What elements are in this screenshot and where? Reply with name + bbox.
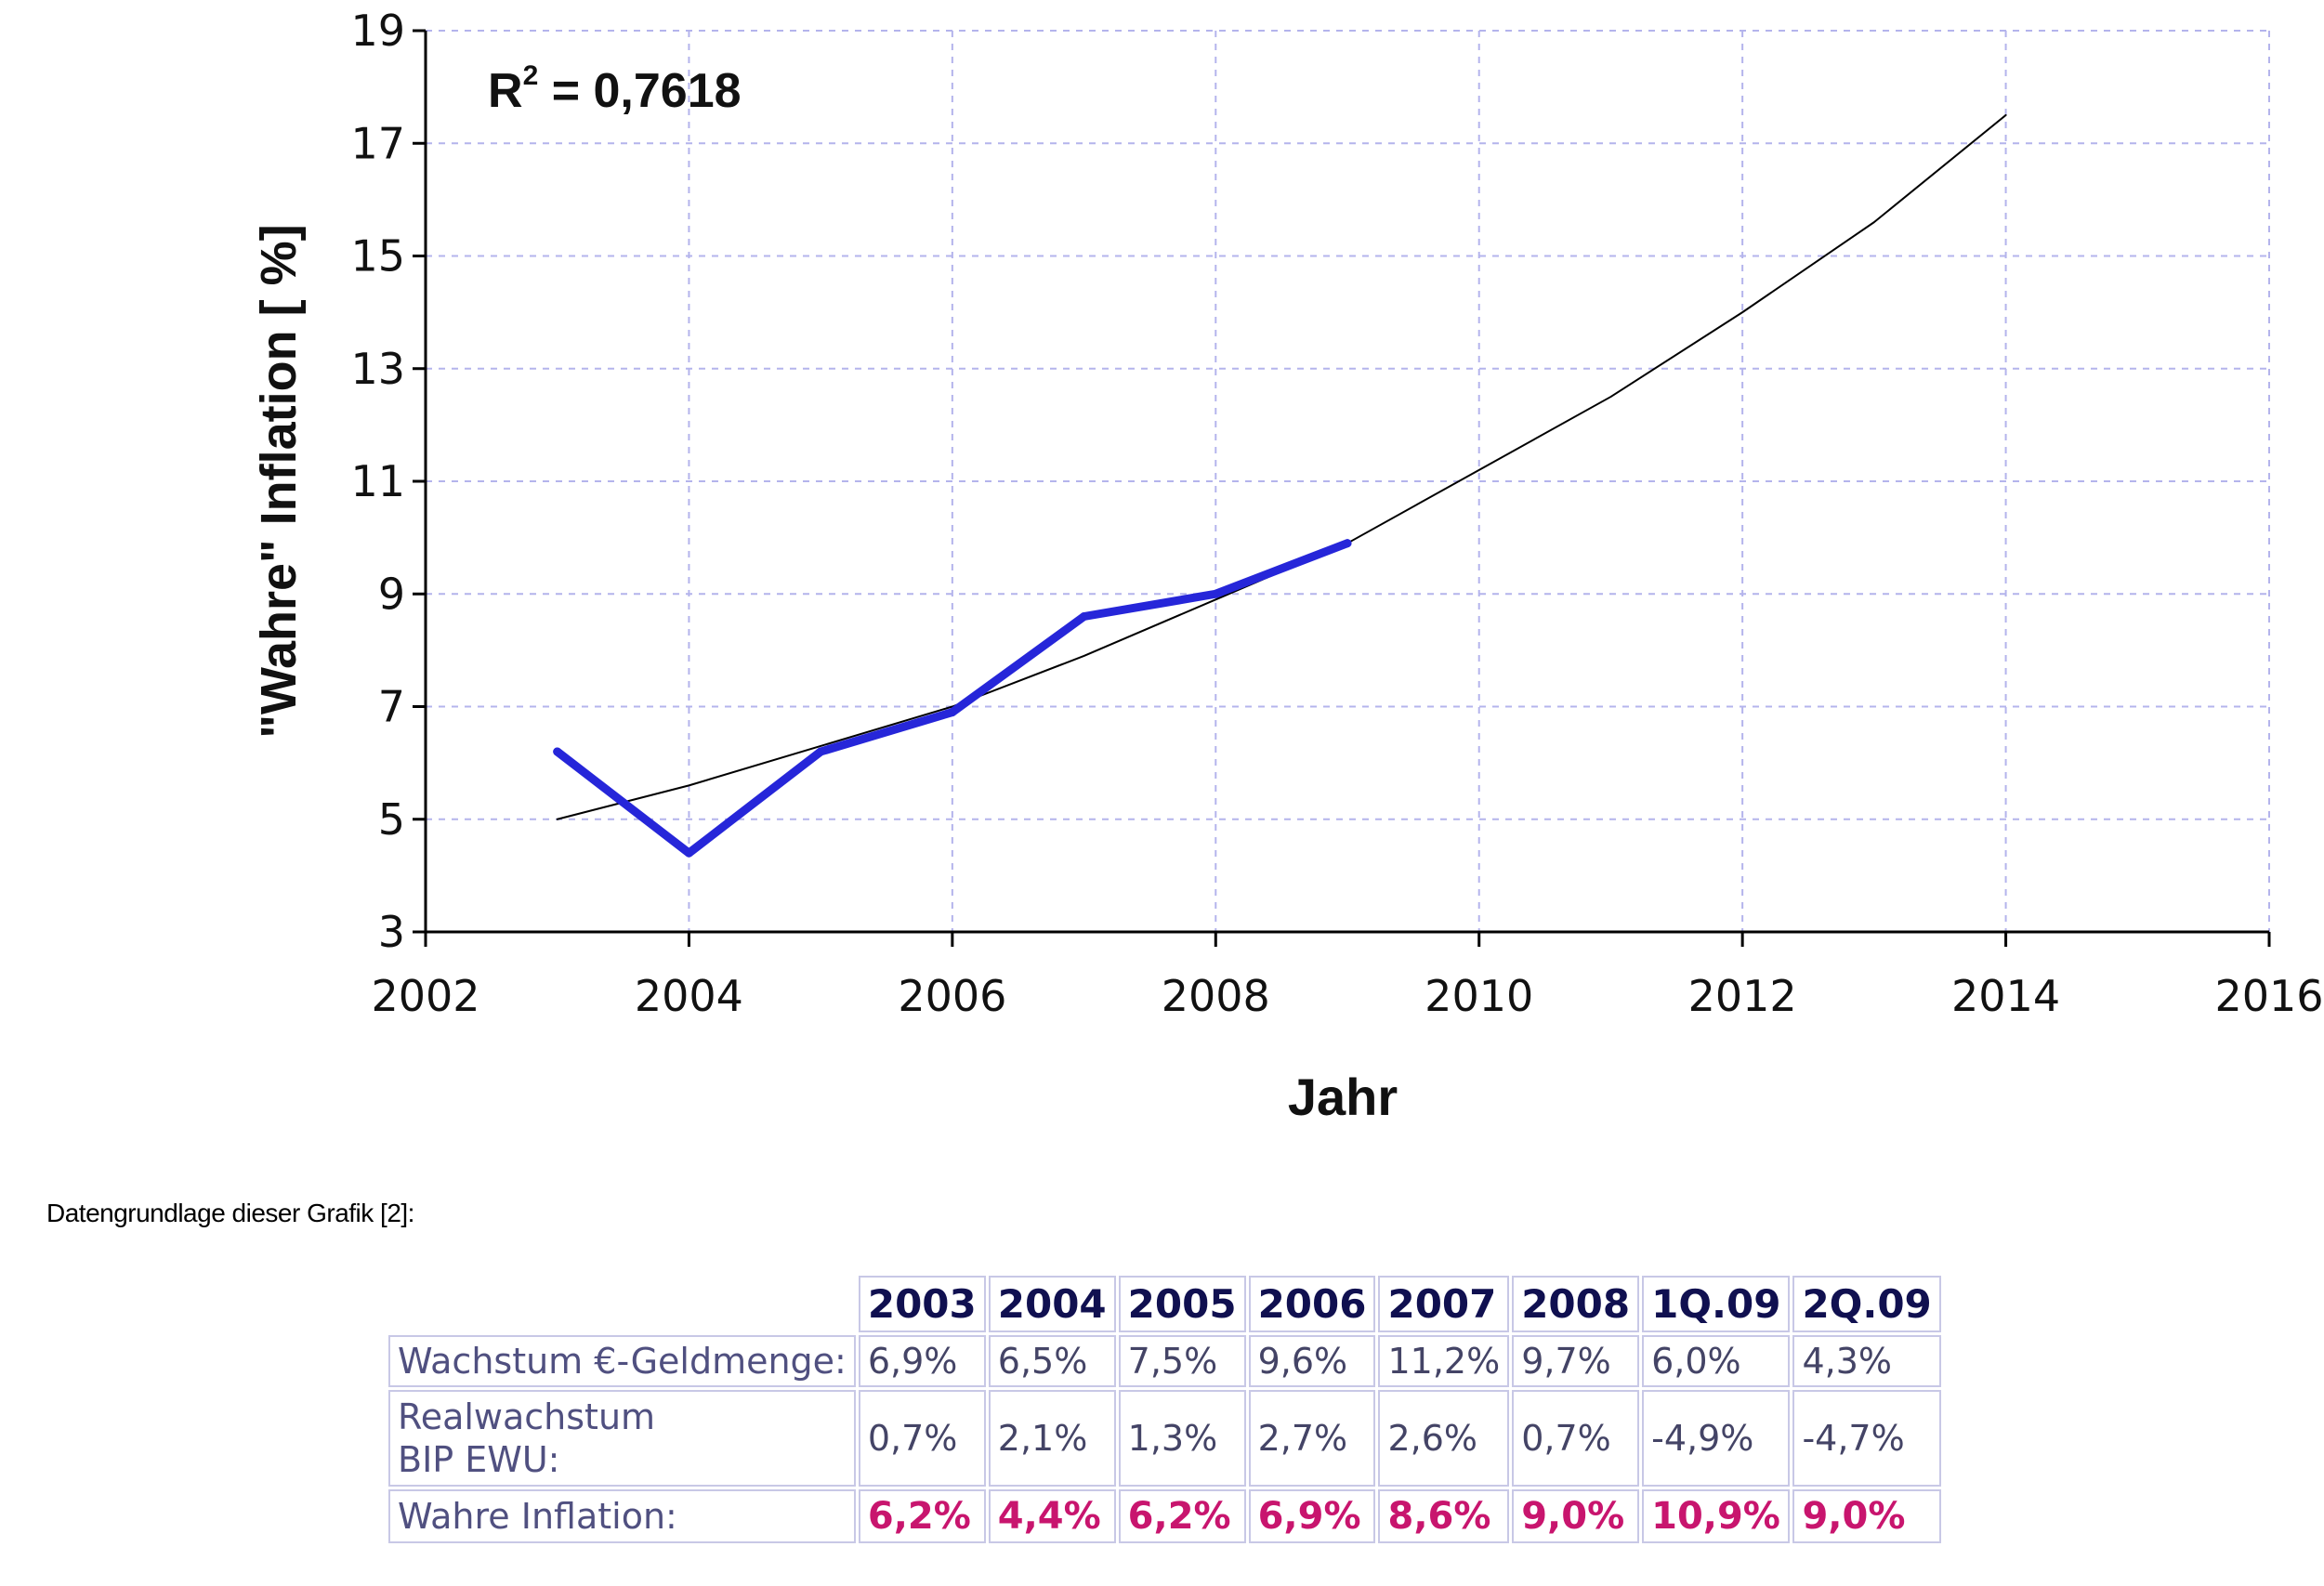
data-table: 2003 2004 2005 2006 2007 2008 1Q.09 2Q.0… xyxy=(386,1273,1944,1546)
table-cell: 7,5% xyxy=(1118,1335,1246,1387)
inflation-data-point xyxy=(948,708,957,717)
inflation-data-point xyxy=(1343,539,1352,548)
y-tick-label: 11 xyxy=(350,456,405,506)
table-header: 2004 xyxy=(988,1276,1116,1332)
x-axis-title: Jahr xyxy=(1288,1068,1398,1126)
row-label-realwachstum: Realwachstum BIP EWU: xyxy=(388,1390,856,1487)
table-header: 2007 xyxy=(1378,1276,1510,1332)
x-tick-label: 2010 xyxy=(1425,971,1533,1021)
table-header: 2Q.09 xyxy=(1792,1276,1941,1332)
x-tick-label: 2006 xyxy=(898,971,1006,1021)
table-cell: 6,5% xyxy=(988,1335,1116,1387)
table-header: 2006 xyxy=(1248,1276,1376,1332)
row-label-line: BIP EWU: xyxy=(398,1439,560,1480)
r-squared-value: = 0,7618 xyxy=(538,64,741,118)
table-cell: 8,6% xyxy=(1378,1489,1510,1543)
table-cell: 4,3% xyxy=(1792,1335,1941,1387)
axes xyxy=(413,29,2271,947)
y-axis-title: "Wahre" Inflation [ %] xyxy=(251,224,307,738)
table-cell: 9,6% xyxy=(1248,1335,1376,1387)
series xyxy=(553,113,2007,858)
x-tick-label: 2012 xyxy=(1688,971,1797,1021)
table-cell: 6,2% xyxy=(1118,1489,1246,1543)
inflation-data-point xyxy=(684,848,693,858)
table-cell: 2,6% xyxy=(1378,1390,1510,1487)
x-tick-label: 2014 xyxy=(1951,971,2060,1021)
table-cell: 6,0% xyxy=(1642,1335,1791,1387)
y-tick-label: 7 xyxy=(378,682,405,732)
x-tick-label: 2016 xyxy=(2214,971,2323,1021)
table-cell: 9,0% xyxy=(1512,1489,1640,1543)
trend-line xyxy=(556,113,2007,820)
table-cell: -4,7% xyxy=(1792,1390,1941,1487)
table-row: Wachstum €-Geldmenge: 6,9% 6,5% 7,5% 9,6… xyxy=(388,1335,1941,1387)
table-cell: 2,1% xyxy=(988,1390,1116,1487)
table-cell: 4,4% xyxy=(988,1489,1116,1543)
tick-labels: 19 17 15 13 11 9 7 5 3 2002 2004 2006 2008 2010 2012 20… xyxy=(350,6,2323,1021)
table-row: Realwachstum BIP EWU: 0,7% 2,1% 1,3% 2,7%… xyxy=(388,1390,1941,1487)
row-label-geldmenge: Wachstum €-Geldmenge: xyxy=(388,1335,856,1387)
r-squared-exponent: 2 xyxy=(523,60,539,91)
table-cell: 2,7% xyxy=(1248,1390,1376,1487)
table-cell: 11,2% xyxy=(1378,1335,1510,1387)
table-row: Wahre Inflation: 6,2% 4,4% 6,2% 6,9% 8,6… xyxy=(388,1489,1941,1543)
table-corner-cell xyxy=(388,1276,856,1332)
y-tick-label: 13 xyxy=(350,344,405,394)
data-caption: Datengrundlage dieser Grafik [2]: xyxy=(46,1199,414,1227)
y-tick-label: 15 xyxy=(350,231,405,282)
row-label-inflation: Wahre Inflation: xyxy=(388,1489,856,1543)
inflation-chart: 19 17 15 13 11 9 7 5 3 2002 2004 2006 2008 2010 2012 20… xyxy=(251,6,2324,1126)
table-cell: 9,0% xyxy=(1792,1489,1941,1543)
x-tick-label: 2008 xyxy=(1162,971,1270,1021)
r-squared-label: R xyxy=(488,64,523,118)
grid xyxy=(426,30,2270,932)
table-cell: 9,7% xyxy=(1512,1335,1640,1387)
table-header: 2008 xyxy=(1512,1276,1640,1332)
table-cell: -4,9% xyxy=(1642,1390,1791,1487)
inflation-data-point xyxy=(1080,612,1089,621)
y-tick-label: 9 xyxy=(378,569,405,619)
table-cell: 1,3% xyxy=(1118,1390,1246,1487)
y-tick-label: 3 xyxy=(378,907,405,957)
table-cell: 10,9% xyxy=(1642,1489,1791,1543)
y-tick-label: 19 xyxy=(350,6,405,56)
table-header-row: 2003 2004 2005 2006 2007 2008 1Q.09 2Q.0… xyxy=(388,1276,1941,1332)
inflation-data-point xyxy=(1211,589,1220,598)
table-cell: 0,7% xyxy=(858,1390,986,1487)
table-header: 1Q.09 xyxy=(1642,1276,1791,1332)
inflation-data-point xyxy=(816,747,825,756)
table-header: 2005 xyxy=(1118,1276,1246,1332)
x-tick-label: 2004 xyxy=(635,971,743,1021)
table-header: 2003 xyxy=(858,1276,986,1332)
table-cell: 6,9% xyxy=(1248,1489,1376,1543)
r-squared-annotation: R2 = 0,7618 xyxy=(488,60,742,118)
table-cell: 0,7% xyxy=(1512,1390,1640,1487)
inflation-data-point xyxy=(553,747,562,756)
y-tick-label: 17 xyxy=(350,118,405,168)
table-cell: 6,9% xyxy=(858,1335,986,1387)
y-tick-label: 5 xyxy=(378,794,405,845)
row-label-line: Realwachstum xyxy=(398,1396,656,1437)
table-cell: 6,2% xyxy=(858,1489,986,1543)
x-tick-label: 2002 xyxy=(371,971,479,1021)
